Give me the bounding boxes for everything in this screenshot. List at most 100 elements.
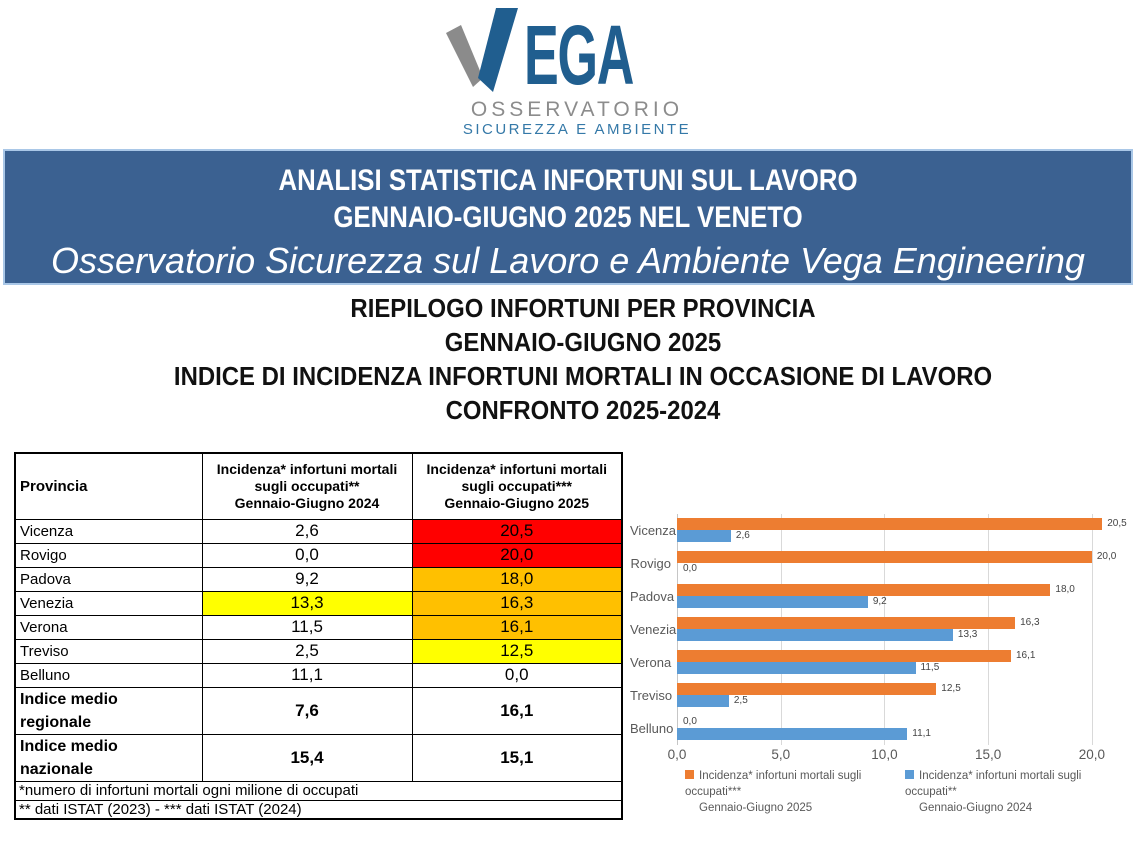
chart-legend: Incidenza* infortuni mortali sugli occup… <box>630 768 1136 814</box>
table-row: Treviso 2,5 12,5 <box>14 638 623 664</box>
bar-2025 <box>677 683 937 695</box>
value-2024-cell: 9,2 <box>201 566 413 592</box>
value-2025-cell: 16,1 <box>411 614 623 640</box>
banner-subtitle: Osservatorio Sicurezza sul Lavoro e Ambi… <box>51 240 1085 281</box>
bar-2025 <box>677 650 1011 662</box>
legend-text: Incidenza* infortuni mortali sugli occup… <box>905 770 1082 798</box>
x-tick-label: 5,0 <box>771 747 791 762</box>
x-tick-label: 20,0 <box>1078 747 1106 762</box>
banner-title-line1: ANALISI STATISTICA INFORTUNI SUL LAVORO <box>278 164 858 197</box>
value-2024-cell: 0,0 <box>201 542 413 568</box>
bar-2025 <box>677 617 1016 629</box>
footnote-row-2: ** dati ISTAT (2023) - *** dati ISTAT (2… <box>14 799 623 820</box>
bar-2024 <box>677 629 953 641</box>
bar-value-label: 13,3 <box>957 629 978 640</box>
bar-2024 <box>677 662 916 674</box>
comparison-bar-chart: 20,5 2,6 20,0 0,0 18,0 9,2 16,3 13,3 16,1 11,5 12,… <box>630 514 1136 819</box>
header-2024: Incidenza* infortuni mortali sugli occup… <box>201 452 413 520</box>
legend-text: Incidenza* infortuni mortali sugli occup… <box>685 770 862 798</box>
logo-subtitle-sicurezza: SICUREZZA E AMBIENTE <box>462 121 692 138</box>
province-data-table: Provincia Incidenza* infortuni mortali s… <box>14 452 623 820</box>
table-row: Padova 9,2 18,0 <box>14 566 623 592</box>
bar-2024 <box>677 530 731 542</box>
bar-2025 <box>677 584 1051 596</box>
bar-2024 <box>677 695 729 707</box>
bar-value-label: 2,5 <box>733 695 748 706</box>
value-2025-cell: 18,0 <box>411 566 623 592</box>
title-banner: ANALISI STATISTICA INFORTUNI SUL LAVORO … <box>3 149 1133 285</box>
value-2024-cell: 2,6 <box>201 518 413 544</box>
category-label: Rovigo <box>630 556 671 571</box>
gridline <box>988 514 990 745</box>
bar-value-label: 20,5 <box>1107 518 1127 529</box>
header-2025-period: Gennaio-Giugno 2025 <box>444 494 590 511</box>
legend-marker-icon <box>685 770 694 779</box>
heading-line2: GENNAIO-GIUGNO 2025 <box>444 327 722 357</box>
legend-line2: Gennaio-Giugno 2025 <box>699 802 813 814</box>
header-provincia: Provincia <box>14 452 203 520</box>
x-tick-label: 10,0 <box>871 747 898 762</box>
category-label: Verona <box>630 655 672 670</box>
value-2024-cell: 11,5 <box>201 614 413 640</box>
header-2024-title: Incidenza* infortuni mortali sugli occup… <box>216 460 398 494</box>
bar-value-label: 0,0 <box>683 563 697 574</box>
section-heading: RIEPILOGO INFORTUNI PER PROVINCIA GENNAI… <box>30 291 1136 427</box>
category-label: Padova <box>630 589 675 604</box>
legend-item: Incidenza* infortuni mortali sugli occup… <box>905 768 1125 816</box>
bar-value-label: 12,5 <box>941 683 961 694</box>
heading-line1: RIEPILOGO INFORTUNI PER PROVINCIA <box>350 293 816 323</box>
legend-line1: Incidenza* infortuni mortali sugli occup… <box>685 768 905 800</box>
value-2025-cell: 20,0 <box>411 542 623 568</box>
vega-logo: EGA OSSERVATORIO SICUREZZA E AMBIENTE <box>0 0 1136 148</box>
value-2025-cell: 16,1 <box>411 686 623 735</box>
bar-value-label: 11,5 <box>920 662 940 673</box>
province-cell: Venezia <box>14 590 203 616</box>
bar-value-label: 2,6 <box>735 530 750 541</box>
bar-2025 <box>677 551 1092 563</box>
table-header-row: Provincia Incidenza* infortuni mortali s… <box>14 452 623 520</box>
table-row: Venezia 13,3 16,3 <box>14 590 623 616</box>
table-row: Indice medio regionale 7,6 16,1 <box>14 686 623 735</box>
chart-plot-area: 20,5 2,6 20,0 0,0 18,0 9,2 16,3 13,3 16,1 11,5 12,… <box>677 514 1127 745</box>
footnote-2: ** dati ISTAT (2023) - *** dati ISTAT (2… <box>14 799 623 820</box>
bar-value-label: 18,0 <box>1055 584 1075 595</box>
legend-line2: Gennaio-Giugno 2024 <box>919 802 1033 814</box>
value-2025-cell: 20,5 <box>411 518 623 544</box>
banner-title-line2: GENNAIO-GIUGNO 2025 NEL VENETO <box>333 201 803 234</box>
x-tick-label: 15,0 <box>975 747 1002 762</box>
province-cell: Padova <box>14 566 203 592</box>
province-cell: Belluno <box>14 662 203 688</box>
heading-line4: CONFRONTO 2025-2024 <box>445 395 721 425</box>
chart-x-axis: 0,0 5,0 10,0 15,0 20,0 <box>668 747 1123 765</box>
x-tick-label: 0,0 <box>667 747 687 762</box>
value-2024-cell: 15,4 <box>201 733 413 782</box>
bar-2025 <box>677 518 1103 530</box>
table-row: Belluno 11,1 0,0 <box>14 662 623 688</box>
logo-subtitle-osservatorio: OSSERVATORIO <box>470 98 684 121</box>
bar-value-label: 9,2 <box>872 596 887 607</box>
legend-marker-icon <box>905 770 914 779</box>
province-cell: Indice medio regionale <box>14 686 203 735</box>
value-2024-cell: 13,3 <box>201 590 413 616</box>
table-row: Indice medio nazionale 15,4 15,1 <box>14 733 623 782</box>
logo-brand-text: EGA <box>524 8 634 102</box>
table-row: Verona 11,5 16,1 <box>14 614 623 640</box>
header-2024-period: Gennaio-Giugno 2024 <box>234 494 380 511</box>
value-2025-cell: 12,5 <box>411 638 623 664</box>
gridline <box>1091 514 1093 745</box>
value-2025-cell: 15,1 <box>411 733 623 782</box>
table-body: Provincia Incidenza* infortuni mortali s… <box>14 452 623 782</box>
table-row: Vicenza 2,6 20,5 <box>14 518 623 544</box>
category-label: Treviso <box>630 688 673 703</box>
province-cell: Treviso <box>14 638 203 664</box>
legend-item: Incidenza* infortuni mortali sugli occup… <box>685 768 905 816</box>
table-row: Rovigo 0,0 20,0 <box>14 542 623 568</box>
category-label: Belluno <box>630 721 674 736</box>
bar-value-label: 16,1 <box>1015 650 1036 661</box>
value-2024-cell: 2,5 <box>201 638 413 664</box>
value-2024-cell: 7,6 <box>201 686 413 735</box>
category-label: Vicenza <box>630 523 677 538</box>
bar-value-label: 11,1 <box>912 728 931 739</box>
heading-line3: INDICE DI INCIDENZA INFORTUNI MORTALI IN… <box>173 361 993 391</box>
